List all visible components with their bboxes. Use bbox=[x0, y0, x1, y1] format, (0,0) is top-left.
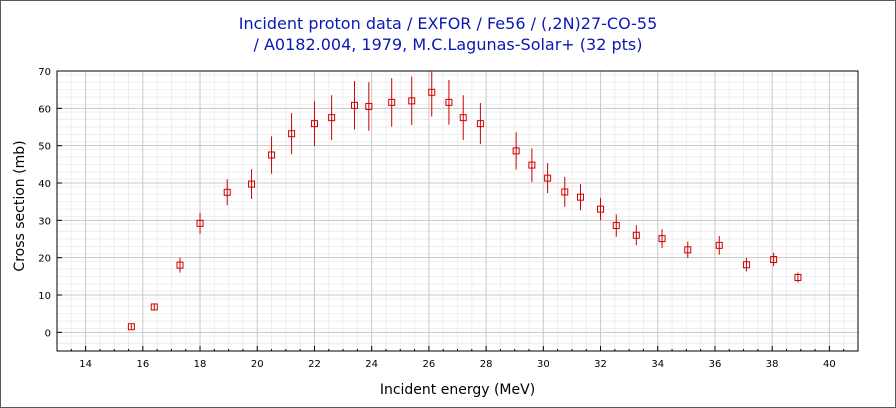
data-marker bbox=[176, 261, 184, 269]
data-marker bbox=[196, 219, 204, 227]
data-point bbox=[408, 76, 416, 126]
data-point bbox=[248, 169, 256, 200]
x-tick-label: 32 bbox=[594, 359, 607, 370]
x-tick-label: 24 bbox=[365, 359, 378, 370]
data-point bbox=[476, 103, 484, 145]
x-tick-label: 18 bbox=[194, 359, 207, 370]
data-point bbox=[176, 257, 184, 273]
y-tick-label: 60 bbox=[38, 104, 51, 115]
data-point bbox=[684, 241, 692, 259]
data-marker bbox=[512, 147, 520, 155]
data-point bbox=[715, 236, 723, 255]
data-marker bbox=[658, 235, 666, 243]
x-tick-label: 26 bbox=[423, 359, 436, 370]
grid-lines bbox=[56, 70, 859, 352]
data-marker bbox=[268, 151, 276, 159]
x-tick-label: 28 bbox=[480, 359, 493, 370]
x-tick-label: 22 bbox=[308, 359, 321, 370]
data-point bbox=[268, 136, 276, 174]
data-marker bbox=[248, 180, 256, 188]
data-marker bbox=[794, 273, 802, 281]
data-point bbox=[544, 163, 552, 194]
data-marker bbox=[459, 114, 467, 122]
data-point bbox=[428, 71, 436, 117]
x-tick-label: 14 bbox=[79, 359, 92, 370]
data-marker bbox=[528, 161, 536, 169]
data-marker bbox=[223, 188, 231, 196]
data-marker bbox=[597, 205, 605, 213]
data-point bbox=[328, 95, 336, 141]
x-tick-label: 40 bbox=[823, 359, 836, 370]
data-point bbox=[577, 184, 585, 211]
data-marker bbox=[365, 102, 373, 110]
x-tick-label: 38 bbox=[766, 359, 779, 370]
data-marker bbox=[310, 120, 318, 128]
data-point bbox=[794, 272, 802, 283]
data-marker bbox=[544, 174, 552, 182]
data-marker bbox=[150, 303, 158, 311]
y-tick-label: 10 bbox=[38, 291, 51, 302]
y-tick-label: 20 bbox=[38, 254, 51, 265]
data-marker bbox=[715, 241, 723, 249]
chart-title-line-1: Incident proton data / EXFOR / Fe56 / (,… bbox=[238, 14, 658, 33]
data-marker bbox=[288, 130, 296, 138]
data-marker bbox=[476, 120, 484, 128]
data-marker bbox=[577, 193, 585, 201]
data-point bbox=[561, 177, 569, 207]
data-point bbox=[632, 225, 640, 246]
data-marker bbox=[388, 98, 396, 106]
data-point bbox=[612, 214, 620, 237]
data-point bbox=[512, 132, 520, 170]
data-marker bbox=[428, 88, 436, 96]
x-tick-label: 16 bbox=[136, 359, 149, 370]
data-point bbox=[365, 82, 373, 131]
data-point bbox=[770, 252, 778, 267]
data-marker bbox=[351, 101, 359, 109]
data-point bbox=[459, 95, 467, 141]
x-tick-label: 30 bbox=[537, 359, 550, 370]
x-tick-label: 36 bbox=[709, 359, 722, 370]
data-marker bbox=[561, 188, 569, 196]
data-point bbox=[310, 101, 318, 147]
data-point bbox=[150, 303, 158, 311]
data-point bbox=[223, 179, 231, 206]
data-point bbox=[351, 81, 359, 130]
data-point bbox=[288, 113, 296, 155]
data-marker bbox=[742, 261, 750, 269]
data-points bbox=[127, 71, 802, 331]
x-axis-label: Incident energy (MeV) bbox=[380, 382, 535, 398]
y-tick-label: 70 bbox=[38, 67, 51, 78]
data-point bbox=[597, 197, 605, 221]
data-point bbox=[388, 78, 396, 127]
y-tick-label: 50 bbox=[38, 142, 51, 153]
x-tick-label: 20 bbox=[251, 359, 264, 370]
data-marker bbox=[770, 256, 778, 264]
data-point bbox=[658, 229, 666, 248]
data-marker bbox=[127, 323, 135, 331]
data-marker bbox=[612, 222, 620, 230]
data-marker bbox=[632, 231, 640, 239]
data-marker bbox=[408, 97, 416, 105]
y-tick-label: 0 bbox=[45, 328, 51, 339]
x-tick-label: 34 bbox=[651, 359, 664, 370]
data-point bbox=[528, 148, 536, 182]
data-marker bbox=[445, 98, 453, 106]
data-point bbox=[742, 258, 750, 272]
y-axis-label: Cross section (mb) bbox=[12, 140, 28, 271]
data-marker bbox=[684, 246, 692, 254]
y-tick-label: 40 bbox=[38, 179, 51, 190]
axis-ticks: 14 16 18 20 22 24 26 28 30 32 34 36 38 40 0 10 20 30 40 50 6… bbox=[38, 67, 859, 370]
data-point bbox=[196, 212, 204, 234]
chart-title-line-2: / A0182.004, 1979, M.C.Lagunas-Solar+ (3… bbox=[253, 35, 643, 54]
data-point bbox=[445, 79, 453, 125]
data-point bbox=[127, 323, 135, 331]
y-tick-label: 30 bbox=[38, 216, 51, 227]
data-marker bbox=[328, 114, 336, 122]
